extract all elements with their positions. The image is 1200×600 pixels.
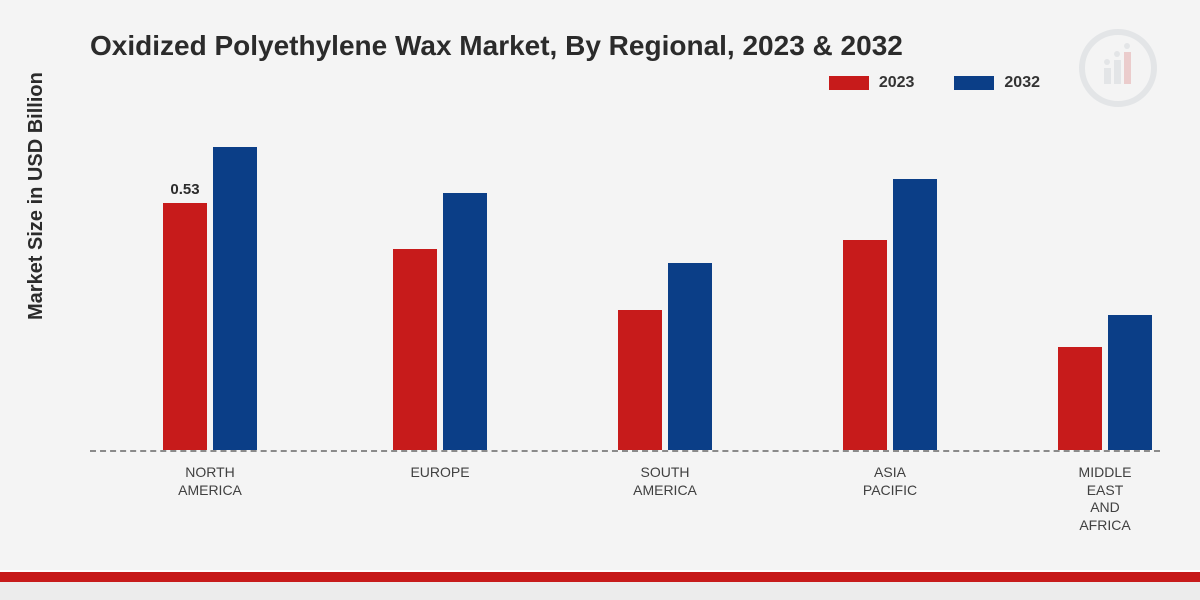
bar-value-label: 0.53 — [170, 181, 199, 198]
chart-container: Oxidized Polyethylene Wax Market, By Reg… — [0, 0, 1200, 570]
watermark-logo-icon — [1078, 28, 1158, 113]
x-tick-label: ASIA PACIFIC — [863, 464, 917, 499]
legend-swatch-2032 — [954, 76, 994, 90]
x-tick-label: EUROPE — [410, 464, 469, 482]
bar-2032 — [1108, 315, 1152, 450]
chart-title: Oxidized Polyethylene Wax Market, By Reg… — [90, 30, 1160, 62]
y-axis-label: Market Size in USD Billion — [25, 72, 48, 320]
bar-2032 — [443, 193, 487, 450]
x-tick-label: SOUTH AMERICA — [633, 464, 697, 499]
legend-swatch-2023 — [829, 76, 869, 90]
legend-label-2032: 2032 — [1004, 74, 1040, 92]
x-axis-labels: NORTH AMERICA EUROPE SOUTH AMERICA ASIA PAC… — [90, 452, 1160, 532]
bar-group — [618, 263, 712, 450]
bar-group — [1058, 315, 1152, 450]
footer-band — [0, 572, 1200, 582]
legend-item-2023: 2023 — [829, 74, 915, 92]
legend-item-2032: 2032 — [954, 74, 1040, 92]
legend: 2023 2032 — [90, 74, 1160, 92]
bar-group — [393, 193, 487, 450]
bar-2023 — [618, 310, 662, 450]
bar-group: 0.53 — [163, 147, 257, 450]
bar-2032 — [213, 147, 257, 450]
bar-2032 — [668, 263, 712, 450]
footer-under — [0, 582, 1200, 600]
bar-2023: 0.53 — [163, 203, 207, 450]
x-tick-label: NORTH AMERICA — [178, 464, 242, 499]
bar-2023 — [843, 240, 887, 450]
x-tick-label: MIDDLE EAST AND AFRICA — [1079, 464, 1132, 534]
legend-label-2023: 2023 — [879, 74, 915, 92]
bar-2023 — [393, 249, 437, 450]
bar-2032 — [893, 179, 937, 450]
bar-2023 — [1058, 347, 1102, 450]
bar-group — [843, 179, 937, 450]
plot-area: 0.53 — [90, 102, 1160, 452]
